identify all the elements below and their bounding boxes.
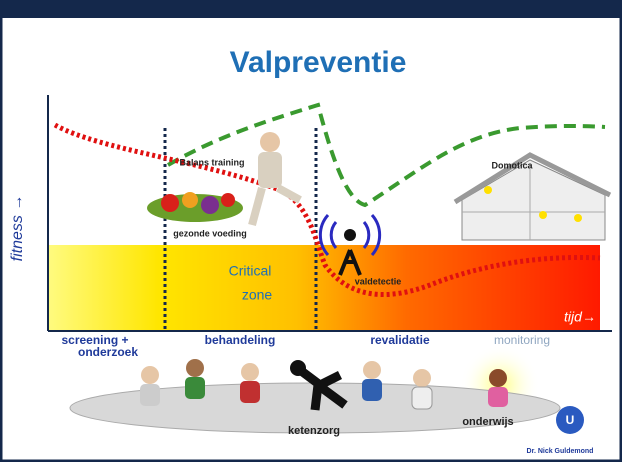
critical-zone — [48, 245, 600, 331]
slide: Valpreventie fitness → tijd→ Balans trai… — [0, 0, 622, 462]
critical-zone-label: zone — [242, 287, 273, 303]
phase-label: behandeling — [205, 333, 276, 347]
svg-text:U: U — [566, 413, 575, 427]
x-axis-label: tijd→ — [564, 309, 596, 325]
critical-zone-label: Critical — [229, 263, 272, 279]
y-axis-label: fitness → — [9, 195, 26, 262]
home-label: Domotica — [491, 160, 533, 170]
title: Valpreventie — [230, 46, 407, 79]
detection-label: valdetectie — [355, 276, 402, 286]
phase-label: revalidatie — [370, 333, 430, 347]
chain-label: ketenzorg — [288, 425, 340, 437]
credit: Dr. Nick Guldemond — [527, 448, 594, 455]
balance-label: Balans training — [179, 157, 244, 167]
phase-label: onderzoek — [78, 345, 138, 359]
food-label: gezonde voeding — [173, 228, 247, 238]
education-label: onderwijs — [462, 416, 513, 428]
top-bar — [0, 0, 622, 18]
